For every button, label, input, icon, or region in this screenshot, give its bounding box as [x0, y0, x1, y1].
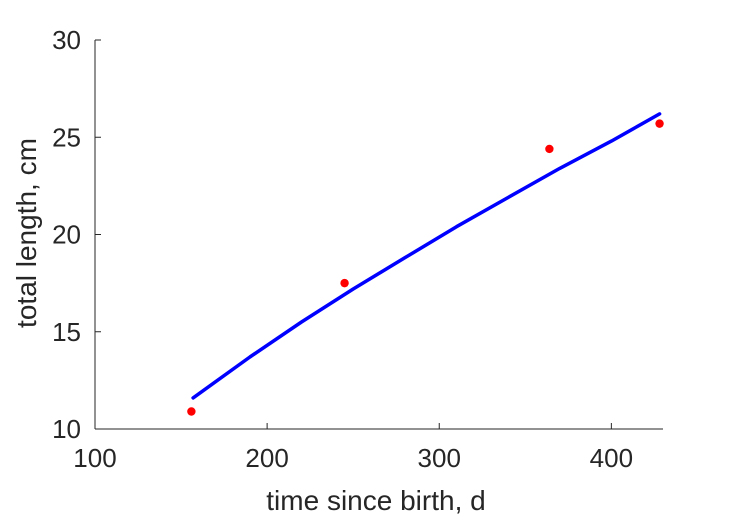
- y-ticks: 10 15 20 25 30: [52, 25, 101, 444]
- y-tick-label: 20: [52, 220, 81, 250]
- plot-area: [187, 112, 664, 416]
- x-axis-label: time since birth, d: [266, 485, 485, 516]
- x-ticks: 100 200 300 400: [73, 423, 633, 473]
- x-tick-label: 100: [73, 443, 116, 473]
- data-point: [655, 119, 664, 128]
- y-tick-label: 30: [52, 25, 81, 55]
- data-point: [187, 407, 196, 416]
- y-tick-label: 10: [52, 414, 81, 444]
- y-tick-label: 15: [52, 317, 81, 347]
- data-point: [340, 278, 349, 288]
- y-tick-label: 25: [52, 122, 81, 152]
- x-tick-label: 400: [590, 443, 633, 473]
- x-tick-label: 200: [245, 443, 288, 473]
- y-axis-label: total length, cm: [11, 138, 42, 328]
- axes: [94, 40, 663, 430]
- fit-curve-line: [191, 112, 662, 400]
- data-point: [545, 144, 554, 154]
- x-tick-label: 300: [418, 443, 461, 473]
